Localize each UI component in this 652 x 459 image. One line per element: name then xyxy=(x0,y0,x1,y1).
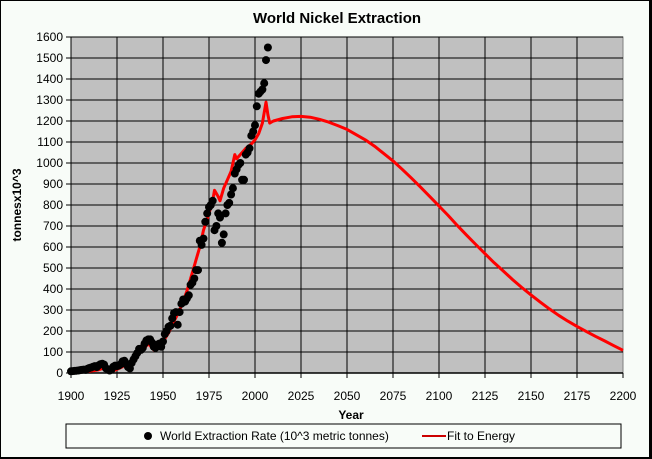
y-tick-label: 300 xyxy=(43,303,63,317)
y-tick-labels: 0 100 200 300 400 500 600 700 800 900 1000 1100 1200… xyxy=(36,30,63,380)
y-tick-label: 600 xyxy=(43,240,63,254)
chart-title: World Nickel Extraction xyxy=(253,10,421,27)
data-point xyxy=(260,79,268,87)
data-point xyxy=(236,159,244,167)
data-point xyxy=(166,322,174,330)
y-tick-label: 1300 xyxy=(36,93,63,107)
y-tick-label: 500 xyxy=(43,261,63,275)
legend-dot-marker xyxy=(144,432,152,440)
y-tick-label: 200 xyxy=(43,324,63,338)
x-tick-label: 1900 xyxy=(58,389,85,403)
y-tick-label: 100 xyxy=(43,345,63,359)
x-axis-title: Year xyxy=(338,408,364,422)
data-point xyxy=(209,197,217,205)
y-tick-label: 1200 xyxy=(36,114,63,128)
y-tick-label: 1400 xyxy=(36,72,63,86)
y-axis-title: tonnesx10^3 xyxy=(10,168,24,241)
data-point xyxy=(229,184,237,192)
x-tick-labels: 1900 1925 1950 1975 2000 2025 2050 2075 2100 2125… xyxy=(58,389,637,403)
x-tick-label: 1975 xyxy=(196,389,223,403)
x-tick-label: 2150 xyxy=(518,389,545,403)
data-point xyxy=(159,338,167,346)
x-tick-label: 2075 xyxy=(380,389,407,403)
data-point xyxy=(176,308,184,316)
data-point xyxy=(185,291,193,299)
x-tick-label: 2100 xyxy=(426,389,453,403)
x-tick-label: 2025 xyxy=(288,389,315,403)
y-tick-label: 1600 xyxy=(36,30,63,44)
data-point xyxy=(212,222,220,230)
legend-label-extraction: World Extraction Rate (10^3 metric tonne… xyxy=(160,429,389,443)
data-point xyxy=(240,176,248,184)
data-point xyxy=(253,102,261,110)
x-tick-label: 2050 xyxy=(334,389,361,403)
data-point xyxy=(225,199,233,207)
data-point xyxy=(246,144,254,152)
data-point xyxy=(201,218,209,226)
legend-label-fit: Fit to Energy xyxy=(447,429,515,443)
y-tick-label: 900 xyxy=(43,177,63,191)
x-tick-label: 2200 xyxy=(610,389,637,403)
data-point xyxy=(190,275,198,283)
data-point xyxy=(174,321,182,329)
x-tick-label: 1950 xyxy=(150,389,177,403)
data-point xyxy=(194,266,202,274)
data-point xyxy=(262,56,270,64)
x-tick-label: 1925 xyxy=(104,389,131,403)
y-tick-label: 1500 xyxy=(36,51,63,65)
y-tick-label: 700 xyxy=(43,219,63,233)
data-point xyxy=(264,44,272,52)
data-point xyxy=(218,239,226,247)
y-tick-label: 1000 xyxy=(36,156,63,170)
data-point xyxy=(200,235,208,243)
data-point xyxy=(222,209,230,217)
data-point xyxy=(251,121,259,129)
y-tick-label: 800 xyxy=(43,198,63,212)
y-tick-label: 0 xyxy=(56,366,63,380)
data-point xyxy=(220,230,228,238)
y-tick-label: 400 xyxy=(43,282,63,296)
y-tick-label: 1100 xyxy=(37,135,63,149)
x-tick-label: 2125 xyxy=(472,389,499,403)
x-tick-label: 2000 xyxy=(242,389,269,403)
x-tick-label: 2175 xyxy=(564,389,591,403)
legend: World Extraction Rate (10^3 metric tonne… xyxy=(66,424,621,448)
